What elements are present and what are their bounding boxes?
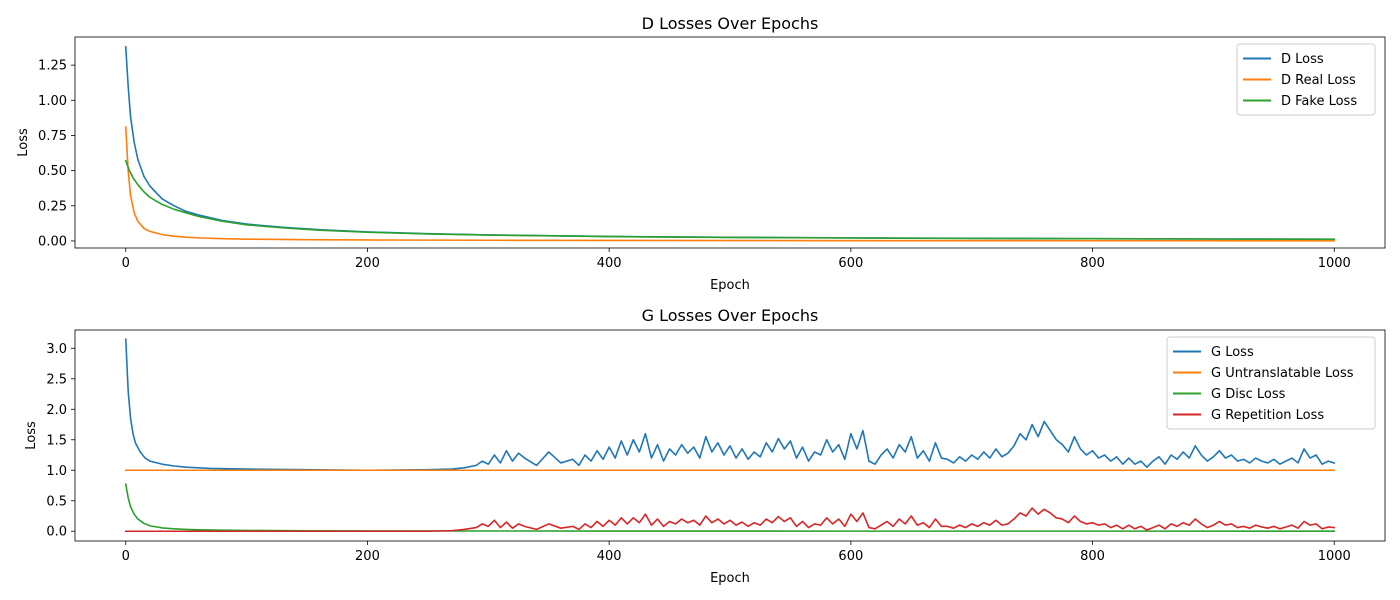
y-tick-label: 1.5 [46, 433, 67, 448]
y-tick-label: 1.00 [38, 94, 67, 109]
series-line-g-loss [124, 338, 1336, 472]
legend-label: G Disc Loss [1211, 387, 1286, 402]
series-line-g-disc-loss [124, 483, 1336, 532]
x-tick-label: 1000 [1318, 549, 1351, 564]
y-tick-label: 1.25 [38, 59, 67, 74]
x-tick-label: 400 [597, 549, 622, 564]
chart-title: D Losses Over Epochs [642, 14, 819, 33]
y-tick-label: 0.00 [38, 234, 67, 249]
series-group [124, 338, 1336, 533]
plot-area [74, 329, 1386, 542]
x-tick-label: 600 [838, 549, 863, 564]
legend-label: G Loss [1211, 345, 1254, 360]
x-tick-label: 600 [838, 256, 863, 271]
y-tick-label: 0.25 [38, 199, 67, 214]
y-tick-label: 0.75 [38, 129, 67, 144]
x-tick-label: 800 [1080, 256, 1105, 271]
x-axis-label: Epoch [710, 278, 750, 293]
legend-label: D Loss [1281, 52, 1324, 67]
legend-label: D Fake Loss [1281, 94, 1357, 109]
y-axis-label: Loss [24, 421, 39, 450]
y-axis-label: Loss [16, 128, 31, 157]
x-tick-label: 0 [122, 549, 130, 564]
y-tick-label: 0.50 [38, 164, 67, 179]
y-tick-label: 3.0 [46, 342, 67, 357]
series-line-g-repetition-loss [124, 507, 1336, 533]
series-group [124, 46, 1336, 242]
plot-area [74, 36, 1386, 249]
x-tick-label: 400 [597, 256, 622, 271]
x-tick-label: 200 [355, 549, 380, 564]
legend-label: G Untranslatable Loss [1211, 366, 1354, 381]
legend: D Loss D Real Loss D Fake Loss [1236, 43, 1376, 116]
x-tick-label: 800 [1080, 549, 1105, 564]
y-tick-label: 1.0 [46, 464, 67, 479]
series-line-d-real-loss [124, 126, 1336, 242]
legend-label: D Real Loss [1281, 73, 1356, 88]
x-tick-label: 0 [122, 256, 130, 271]
chart-d-losses: D Losses Over Epochs 0 200 400 600 800 1000 0.0… [16, 14, 1386, 293]
x-axis-label: Epoch [710, 571, 750, 586]
y-tick-label: 0.0 [46, 525, 67, 540]
chart-g-losses: G Losses Over Epochs 0 200 400 600 800 1000 0.0… [24, 306, 1386, 586]
x-tick-label: 1000 [1318, 256, 1351, 271]
y-tick-label: 0.5 [46, 494, 67, 509]
x-tick-label: 200 [355, 256, 380, 271]
legend: G Loss G Untranslatable Loss G Disc Loss G … [1166, 336, 1376, 430]
series-line-d-fake-loss [124, 159, 1336, 241]
y-tick-label: 2.5 [46, 372, 67, 387]
y-tick-label: 2.0 [46, 403, 67, 418]
chart-title: G Losses Over Epochs [642, 306, 819, 325]
legend-label: G Repetition Loss [1211, 408, 1324, 423]
